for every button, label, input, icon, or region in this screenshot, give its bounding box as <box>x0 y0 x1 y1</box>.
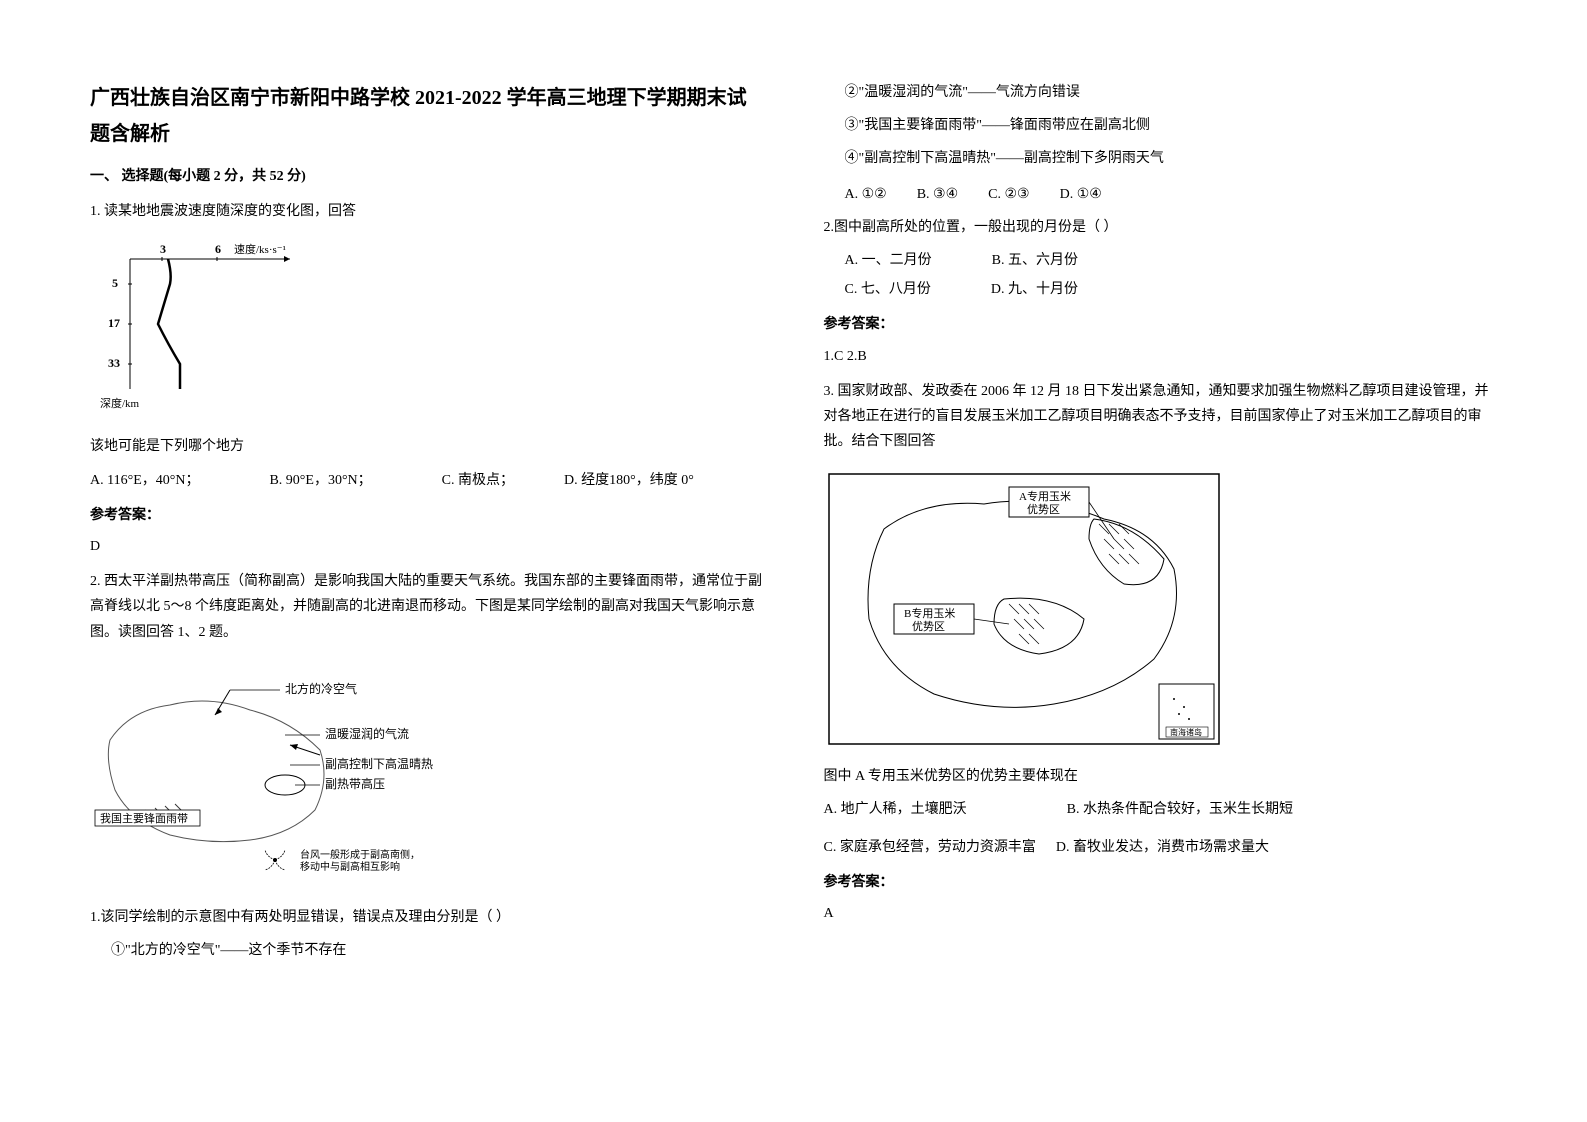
q1-options: A. 116°E，40°N； B. 90°E，30°N； C. 南极点； D. … <box>90 468 764 493</box>
page-container: 广西壮族自治区南宁市新阳中路学校 2021-2022 学年高三地理下学期期末试题… <box>90 80 1497 973</box>
q1-figure: 3 6 速度/ks·s⁻¹ 5 17 33 深度/km <box>90 239 764 419</box>
china-corn-map: A专用玉米 优势区 B专用玉米 优势区 南海诸岛 <box>824 469 1224 749</box>
xtick-6: 6 <box>215 242 221 256</box>
label-region-b-2: 优势区 <box>912 620 945 633</box>
q3-option-d: D. 畜牧业发达，消费市场需求量大 <box>1056 835 1269 860</box>
q1-sub-question: 该地可能是下列哪个地方 <box>90 434 764 459</box>
label-typhoon-1: 台风一般形成于副高南侧， <box>300 848 420 861</box>
label-typhoon-2: 移动中与副高相互影响 <box>300 860 400 873</box>
q2-sub2-option-c: C. 七、八月份 <box>845 277 931 302</box>
label-region-a-1: A专用玉米 <box>1019 489 1071 503</box>
q2-answer-label: 参考答案： <box>824 312 1498 337</box>
q2-sub1-options: A. ①② B. ③④ C. ②③ D. ①④ <box>824 182 1498 207</box>
xtick-3: 3 <box>160 242 166 256</box>
q2-answer: 1.C 2.B <box>824 344 1498 369</box>
label-region-b-1: B专用玉米 <box>904 606 955 620</box>
left-column: 广西壮族自治区南宁市新阳中路学校 2021-2022 学年高三地理下学期期末试题… <box>90 80 764 973</box>
q3-option-a: A. 地广人稀，土壤肥沃 <box>824 797 967 822</box>
q2-choice-1: ①"北方的冷空气"——这个季节不存在 <box>90 938 764 963</box>
q1-option-b: B. 90°E，30°N； <box>269 468 371 493</box>
ytick-5: 5 <box>112 276 118 290</box>
q3-option-b: B. 水热条件配合较好，玉米生长期短 <box>1067 797 1293 822</box>
label-hot-clear: 副高控制下高温晴热 <box>325 756 433 771</box>
q2-sub2-option-a: A. 一、二月份 <box>845 248 932 273</box>
q2-sub2-text: 2.图中副高所处的位置，一般出现的月份是（ ） <box>824 215 1498 240</box>
q3-options: A. 地广人稀，土壤肥沃 B. 水热条件配合较好，玉米生长期短 C. 家庭承包经… <box>824 797 1498 859</box>
q2-sub1-option-c: C. ②③ <box>988 182 1029 207</box>
q3-answer-label: 参考答案： <box>824 870 1498 895</box>
q3-stem: 3. 国家财政部、发政委在 2006 年 12 月 18 日下发出紧急通知，通知… <box>824 379 1498 455</box>
q1-option-c: C. 南极点； <box>442 468 514 493</box>
question-3: 3. 国家财政部、发政委在 2006 年 12 月 18 日下发出紧急通知，通知… <box>824 379 1498 927</box>
q1-answer: D <box>90 534 764 559</box>
label-warm-flow: 温暖湿润的气流 <box>325 726 409 741</box>
q1-answer-label: 参考答案： <box>90 503 764 528</box>
q1-option-d: D. 经度180°，纬度 0° <box>564 468 694 493</box>
q2-sub1-option-b: B. ③④ <box>917 182 958 207</box>
label-rain-belt: 我国主要锋面雨带 <box>100 812 188 825</box>
x-axis-label: 速度/ks·s⁻¹ <box>234 242 286 256</box>
q3-sub-question: 图中 A 专用玉米优势区的优势主要体现在 <box>824 764 1498 789</box>
q1-option-a: A. 116°E，40°N； <box>90 468 199 493</box>
ytick-17: 17 <box>108 316 120 330</box>
q3-figure: A专用玉米 优势区 B专用玉米 优势区 南海诸岛 <box>824 469 1498 749</box>
question-2: 2. 西太平洋副热带高压（简称副高）是影响我国大陆的重要天气系统。我国东部的主要… <box>90 569 764 963</box>
q3-answer: A <box>824 901 1498 926</box>
section-header: 一、 选择题(每小题 2 分，共 52 分) <box>90 164 764 189</box>
q2-sub1-option-d: D. ①④ <box>1060 182 1102 207</box>
china-weather-map: 北方的冷空气 温暖湿润的气流 副高控制下高温晴热 副热带高压 我国主要锋面雨带 … <box>90 660 450 890</box>
q2-stem: 2. 西太平洋副热带高压（简称副高）是影响我国大陆的重要天气系统。我国东部的主要… <box>90 569 764 645</box>
label-cold-air: 北方的冷空气 <box>285 681 357 696</box>
right-column: ②"温暖湿润的气流"——气流方向错误 ③"我国主要锋面雨带"——锋面雨带应在副高… <box>824 80 1498 973</box>
q2-figure: 北方的冷空气 温暖湿润的气流 副高控制下高温晴热 副热带高压 我国主要锋面雨带 … <box>90 660 764 890</box>
q2-choice-3: ③"我国主要锋面雨带"——锋面雨带应在副高北侧 <box>824 113 1498 138</box>
q2-choice-2: ②"温暖湿润的气流"——气流方向错误 <box>824 80 1498 105</box>
q2-sub1-text: 1.该同学绘制的示意图中有两处明显错误，错误点及理由分别是（ ） <box>90 905 764 930</box>
q1-stem: 1. 读某地地震波速度随深度的变化图，回答 <box>90 199 764 224</box>
q3-option-c: C. 家庭承包经营，劳动力资源丰富 <box>824 835 1036 860</box>
q2-sub2-option-b: B. 五、六月份 <box>992 248 1078 273</box>
q2-sub2-option-d: D. 九、十月份 <box>991 277 1078 302</box>
q2-sub2-options: A. 一、二月份 B. 五、六月份 C. 七、八月份 D. 九、十月份 <box>824 248 1498 302</box>
q2-sub1-option-a: A. ①② <box>845 182 887 207</box>
y-axis-label: 深度/km <box>100 396 140 410</box>
label-subtropical-high: 副热带高压 <box>325 776 385 791</box>
q2-choice-4: ④"副高控制下高温晴热"——副高控制下多阴雨天气 <box>824 146 1498 171</box>
seismic-wave-chart: 3 6 速度/ks·s⁻¹ 5 17 33 深度/km <box>90 239 310 419</box>
label-region-a-2: 优势区 <box>1027 503 1060 516</box>
label-south-sea: 南海诸岛 <box>1170 727 1202 737</box>
ytick-33: 33 <box>108 356 120 370</box>
question-1: 1. 读某地地震波速度随深度的变化图，回答 3 6 速度/ks·s⁻¹ 5 <box>90 199 764 559</box>
exam-title: 广西壮族自治区南宁市新阳中路学校 2021-2022 学年高三地理下学期期末试题… <box>90 80 764 152</box>
